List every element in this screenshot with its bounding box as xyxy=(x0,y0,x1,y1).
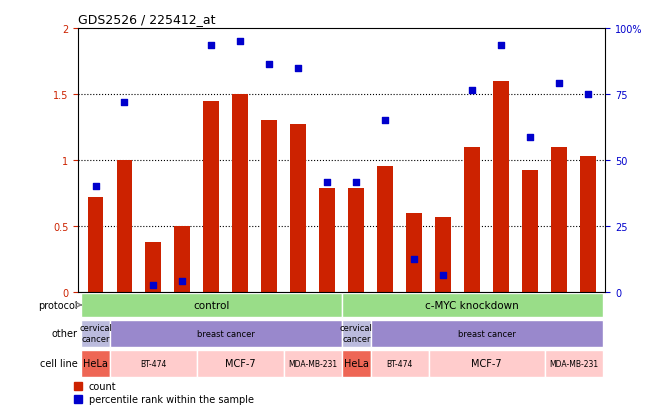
Point xyxy=(264,61,275,68)
FancyBboxPatch shape xyxy=(81,293,342,317)
Text: c-MYC knockdown: c-MYC knockdown xyxy=(425,300,519,310)
FancyBboxPatch shape xyxy=(197,350,284,377)
Bar xyxy=(174,226,190,292)
Point xyxy=(554,81,564,88)
Point xyxy=(496,43,506,49)
Text: control: control xyxy=(193,300,230,310)
Point xyxy=(177,278,187,285)
Point xyxy=(235,39,245,45)
Text: BT-474: BT-474 xyxy=(387,359,413,368)
Text: MDA-MB-231: MDA-MB-231 xyxy=(549,359,598,368)
Bar xyxy=(203,101,219,292)
Text: BT-474: BT-474 xyxy=(140,359,167,368)
FancyBboxPatch shape xyxy=(342,350,371,377)
Text: cervical
cancer: cervical cancer xyxy=(340,324,373,343)
Point xyxy=(438,272,449,278)
Point xyxy=(148,282,159,289)
Point xyxy=(90,183,101,190)
FancyBboxPatch shape xyxy=(284,350,342,377)
Point xyxy=(525,135,535,141)
Text: MDA-MB-231: MDA-MB-231 xyxy=(288,359,337,368)
FancyBboxPatch shape xyxy=(342,293,603,317)
Point xyxy=(409,256,419,262)
Bar xyxy=(87,197,104,292)
Point xyxy=(322,180,333,186)
Bar xyxy=(580,157,596,292)
Text: cell line: cell line xyxy=(40,358,77,368)
FancyBboxPatch shape xyxy=(110,350,197,377)
Bar xyxy=(436,217,451,292)
Bar xyxy=(493,81,509,292)
Text: HeLa: HeLa xyxy=(344,358,368,368)
Text: other: other xyxy=(51,328,77,338)
Bar xyxy=(78,292,605,358)
Bar xyxy=(348,188,364,292)
Text: breast cancer: breast cancer xyxy=(458,329,516,338)
Text: count: count xyxy=(89,381,117,391)
FancyBboxPatch shape xyxy=(81,320,110,347)
Text: protocol: protocol xyxy=(38,300,77,310)
Point xyxy=(351,180,361,186)
Bar xyxy=(232,95,248,292)
FancyBboxPatch shape xyxy=(342,320,371,347)
FancyBboxPatch shape xyxy=(429,350,545,377)
Bar xyxy=(406,213,422,292)
Bar xyxy=(522,171,538,292)
Point xyxy=(467,88,477,94)
Bar xyxy=(551,147,567,292)
Bar xyxy=(117,160,132,292)
Point xyxy=(380,118,391,124)
Text: GDS2526 / 225412_at: GDS2526 / 225412_at xyxy=(78,13,215,26)
Point xyxy=(119,99,130,106)
FancyBboxPatch shape xyxy=(81,350,110,377)
Bar xyxy=(320,188,335,292)
Text: MCF-7: MCF-7 xyxy=(225,358,256,368)
Text: MCF-7: MCF-7 xyxy=(471,358,502,368)
FancyBboxPatch shape xyxy=(371,350,429,377)
Point xyxy=(583,91,593,98)
Bar xyxy=(290,125,306,292)
Text: cervical
cancer: cervical cancer xyxy=(79,324,112,343)
Bar xyxy=(378,167,393,292)
Bar xyxy=(261,121,277,292)
FancyBboxPatch shape xyxy=(371,320,603,347)
Text: percentile rank within the sample: percentile rank within the sample xyxy=(89,394,254,404)
Bar xyxy=(464,147,480,292)
Point xyxy=(206,43,217,49)
Text: HeLa: HeLa xyxy=(83,358,108,368)
Point xyxy=(293,65,303,72)
Text: breast cancer: breast cancer xyxy=(197,329,255,338)
Bar xyxy=(145,242,161,292)
FancyBboxPatch shape xyxy=(545,350,603,377)
FancyBboxPatch shape xyxy=(110,320,342,347)
